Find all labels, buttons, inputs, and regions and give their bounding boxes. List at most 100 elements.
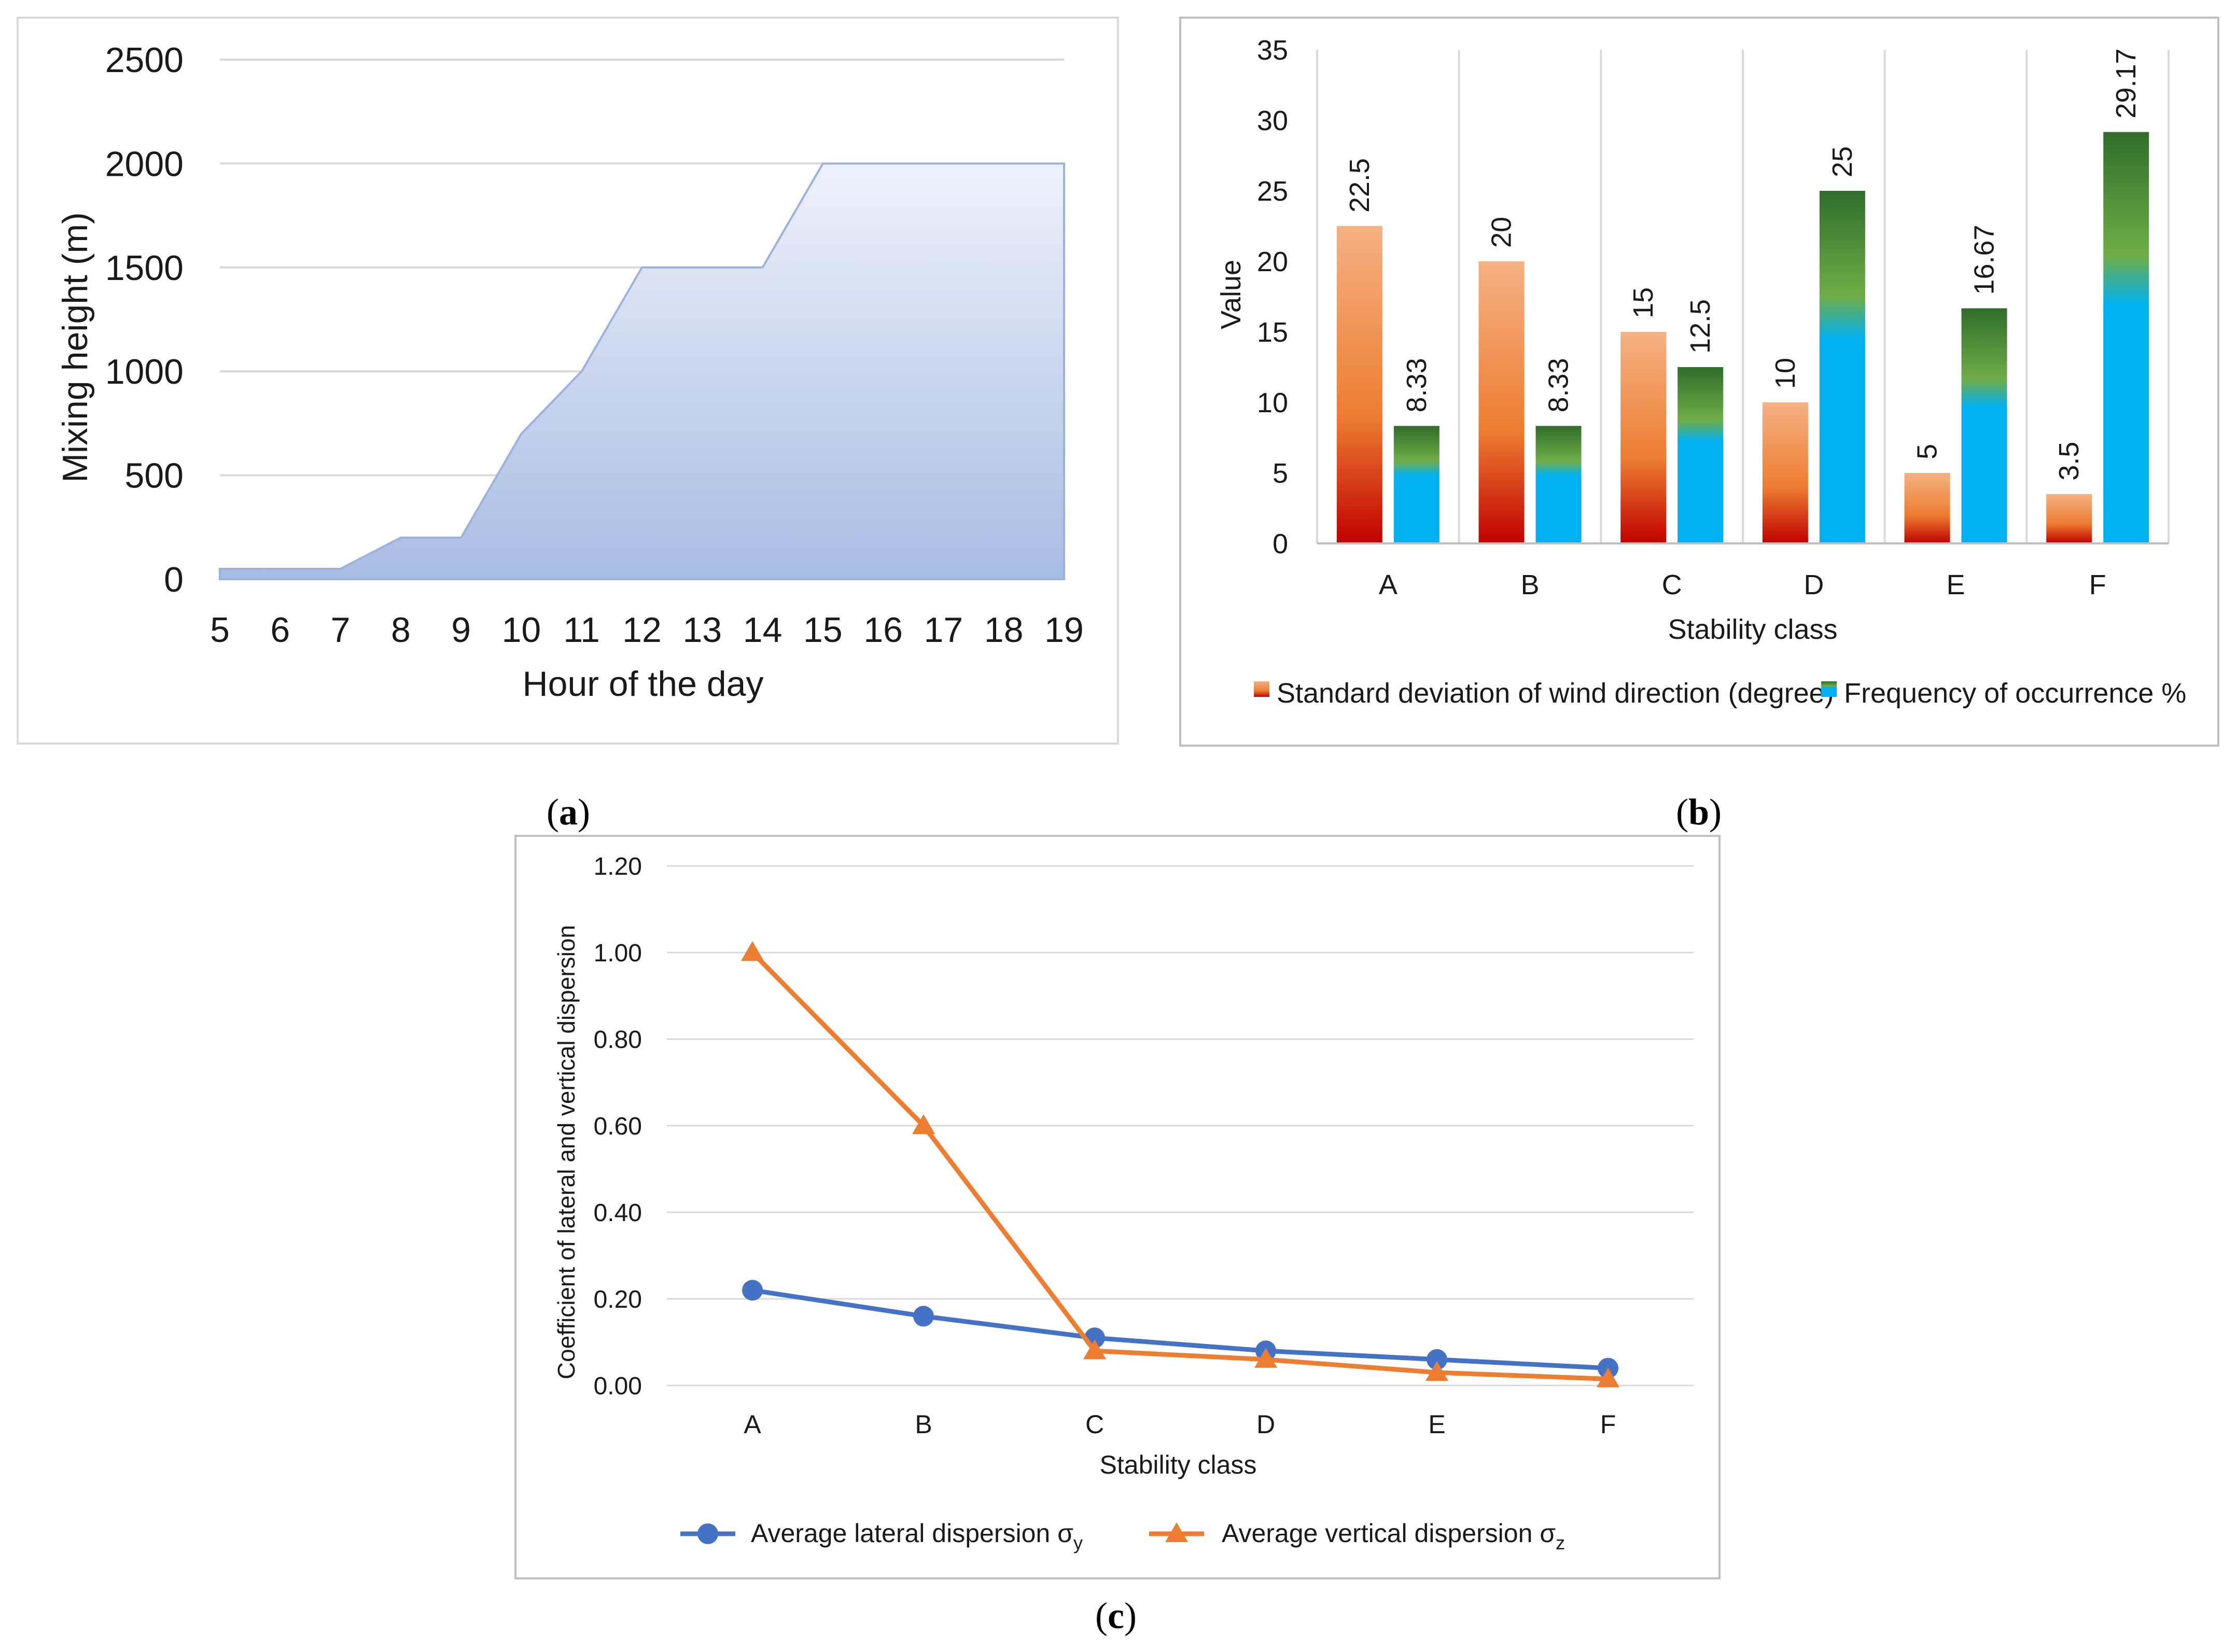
chart-b-y-tick-label: 25 [1257,176,1288,207]
chart-a-x-tick-label: 16 [863,610,903,650]
chart-a-x-tick-label: 14 [743,610,782,650]
chart-b-y-tick-label: 10 [1257,387,1288,418]
chart-b-y-tick-label: 0 [1273,528,1288,559]
chart-b-legend-swatch-2 [1821,681,1837,697]
chart-c-marker [741,941,764,961]
chart-a-x-tick-label: 10 [502,610,541,650]
chart-b-data-label: 12.5 [1685,299,1716,354]
chart-b-legend: Standard deviation of wind direction (de… [1254,678,2186,709]
chart-b-y-tick-label: 5 [1273,458,1288,489]
chart-b-x-tick-label: B [1520,569,1539,600]
chart-b-legend-label-1: Standard deviation of wind direction (de… [1277,678,1834,709]
chart-a-y-tick-label: 2000 [105,144,184,184]
caption-c: (c) [1095,1595,1137,1636]
chart-b-data-label: 16.67 [1969,225,2000,295]
chart-a-y-tick-label: 1000 [105,352,184,391]
chart-b-data-label: 22.5 [1344,158,1375,213]
chart-b-y-tick-label: 20 [1257,246,1288,277]
chart-b-bar [1620,332,1667,543]
chart-c-x-tick-label: A [744,1410,761,1439]
chart-c-marker [1254,1348,1277,1368]
chart-b-bar [1819,191,1865,543]
chart-b-separators [1316,50,2170,543]
chart-b-bar [1904,473,1950,543]
chart-b-legend-label-2: Frequency of occurrence % [1844,678,2186,709]
chart-a-area [219,162,1065,580]
caption-a: (a) [547,791,590,833]
chart-b-bar [1678,367,1724,543]
chart-c-y-ticks: 0.00 0.20 0.40 0.60 0.80 1.00 1.20 [594,853,642,1400]
chart-c-y-axis-label: Coefficient of lateral and vertical disp… [553,925,580,1379]
chart-c-y-tick-label: 1.00 [594,940,642,967]
chart-b-bar [1762,402,1808,543]
chart-b-bar [1393,426,1440,543]
chart-b-legend-swatch-1 [1254,681,1269,697]
chart-c-marker [913,1306,934,1327]
chart-b-data-label: 3.5 [2053,442,2085,481]
chart-c-legend-text-1: Average lateral dispersion σ [751,1519,1073,1548]
chart-c-marker [742,1280,763,1301]
chart-c-legend-label-1: Average lateral dispersion σy [751,1519,1083,1553]
chart-b-data-label: 5 [1912,444,1943,459]
chart-b: 22.5 8.33 20 8.33 15 12.5 10 25 5 16.67 3.5 29.17 0… [1179,17,2219,747]
chart-c-marker [1426,1361,1448,1381]
chart-b-data-label: 25 [1827,146,1858,177]
chart-a-x-tick-label: 8 [391,610,411,650]
chart-c-legend-sub-2: z [1556,1532,1565,1553]
chart-b-bar [2103,132,2149,544]
chart-c-x-tick-label: B [915,1410,932,1439]
chart-c-y-tick-label: 0.40 [594,1199,642,1227]
chart-b-x-ticks: A B C D E F [1379,569,2106,600]
chart-b-bar [2046,494,2092,543]
chart-a-x-tick-label: 18 [984,610,1024,650]
chart-c-y-tick-label: 0.00 [594,1373,642,1400]
chart-c-marker [1597,1367,1619,1388]
chart-b-y-ticks: 0 5 10 15 20 25 30 35 [1257,35,1288,559]
chart-a-x-axis-label: Hour of the day [523,664,764,704]
chart-a-x-tick-label: 15 [803,610,843,650]
chart-c: 0.00 0.20 0.40 0.60 0.80 1.00 1.20 A B C D E F Stab… [514,835,1721,1579]
chart-b-bar [1478,261,1525,543]
chart-a-x-tick-label: 6 [270,610,290,650]
chart-a-y-tick-label: 0 [164,560,184,599]
caption-b: (b) [1676,791,1722,833]
chart-c-legend-text-2: Average vertical dispersion σ [1222,1519,1556,1548]
chart-b-bar [1535,426,1582,543]
chart-b-x-tick-label: E [1946,569,1965,600]
chart-a-x-tick-label: 19 [1044,610,1084,650]
chart-b-x-tick-label: A [1379,569,1398,600]
chart-a-x-tick-label: 12 [622,610,662,650]
chart-a-x-tick-label: 11 [563,610,600,650]
chart-b-bar [1961,308,2007,543]
chart-b-data-label: 20 [1486,217,1517,248]
chart-b-bar [1336,226,1382,543]
chart-b-data-label: 8.33 [1401,358,1432,412]
chart-b-x-tick-label: D [1804,569,1824,600]
chart-c-y-tick-label: 0.20 [594,1286,642,1313]
chart-b-data-label: 10 [1770,358,1801,389]
chart-a-y-tick-label: 2500 [105,40,184,80]
chart-c-marker [1427,1349,1447,1370]
chart-a-x-tick-label: 13 [682,610,722,650]
chart-c-marker [1083,1339,1106,1360]
chart-b-bars: 22.5 8.33 20 8.33 15 12.5 10 25 5 16.67 3.5 29.17 [1336,48,2149,544]
chart-b-x-tick-label: F [2089,569,2106,600]
chart-c-x-axis-label: Stability class [1100,1450,1257,1479]
chart-a-y-ticks: 0 500 1000 1500 2000 2500 [105,40,184,599]
chart-c-y-tick-label: 0.80 [594,1026,642,1054]
chart-c-frame [514,835,1721,1579]
chart-c-legend-sub-1: y [1073,1532,1083,1553]
chart-a-x-tick-label: 9 [451,610,471,650]
chart-c-gridlines [667,865,1694,1387]
chart-a-y-axis-label: Mixing height (m) [55,212,95,483]
chart-a-x-tick-label: 5 [210,610,230,650]
chart-c-y-tick-label: 0.60 [594,1113,642,1140]
chart-c-series-line [750,950,1609,1381]
chart-c-legend-marker-1 [697,1523,718,1544]
chart-b-y-axis-label: Value [1215,260,1247,329]
chart-c-legend: Average lateral dispersion σy Average ve… [680,1519,1565,1553]
chart-c-legend-label-2: Average vertical dispersion σz [1222,1519,1565,1553]
chart-a-y-tick-label: 1500 [105,248,184,288]
chart-c-x-tick-label: F [1600,1410,1616,1439]
